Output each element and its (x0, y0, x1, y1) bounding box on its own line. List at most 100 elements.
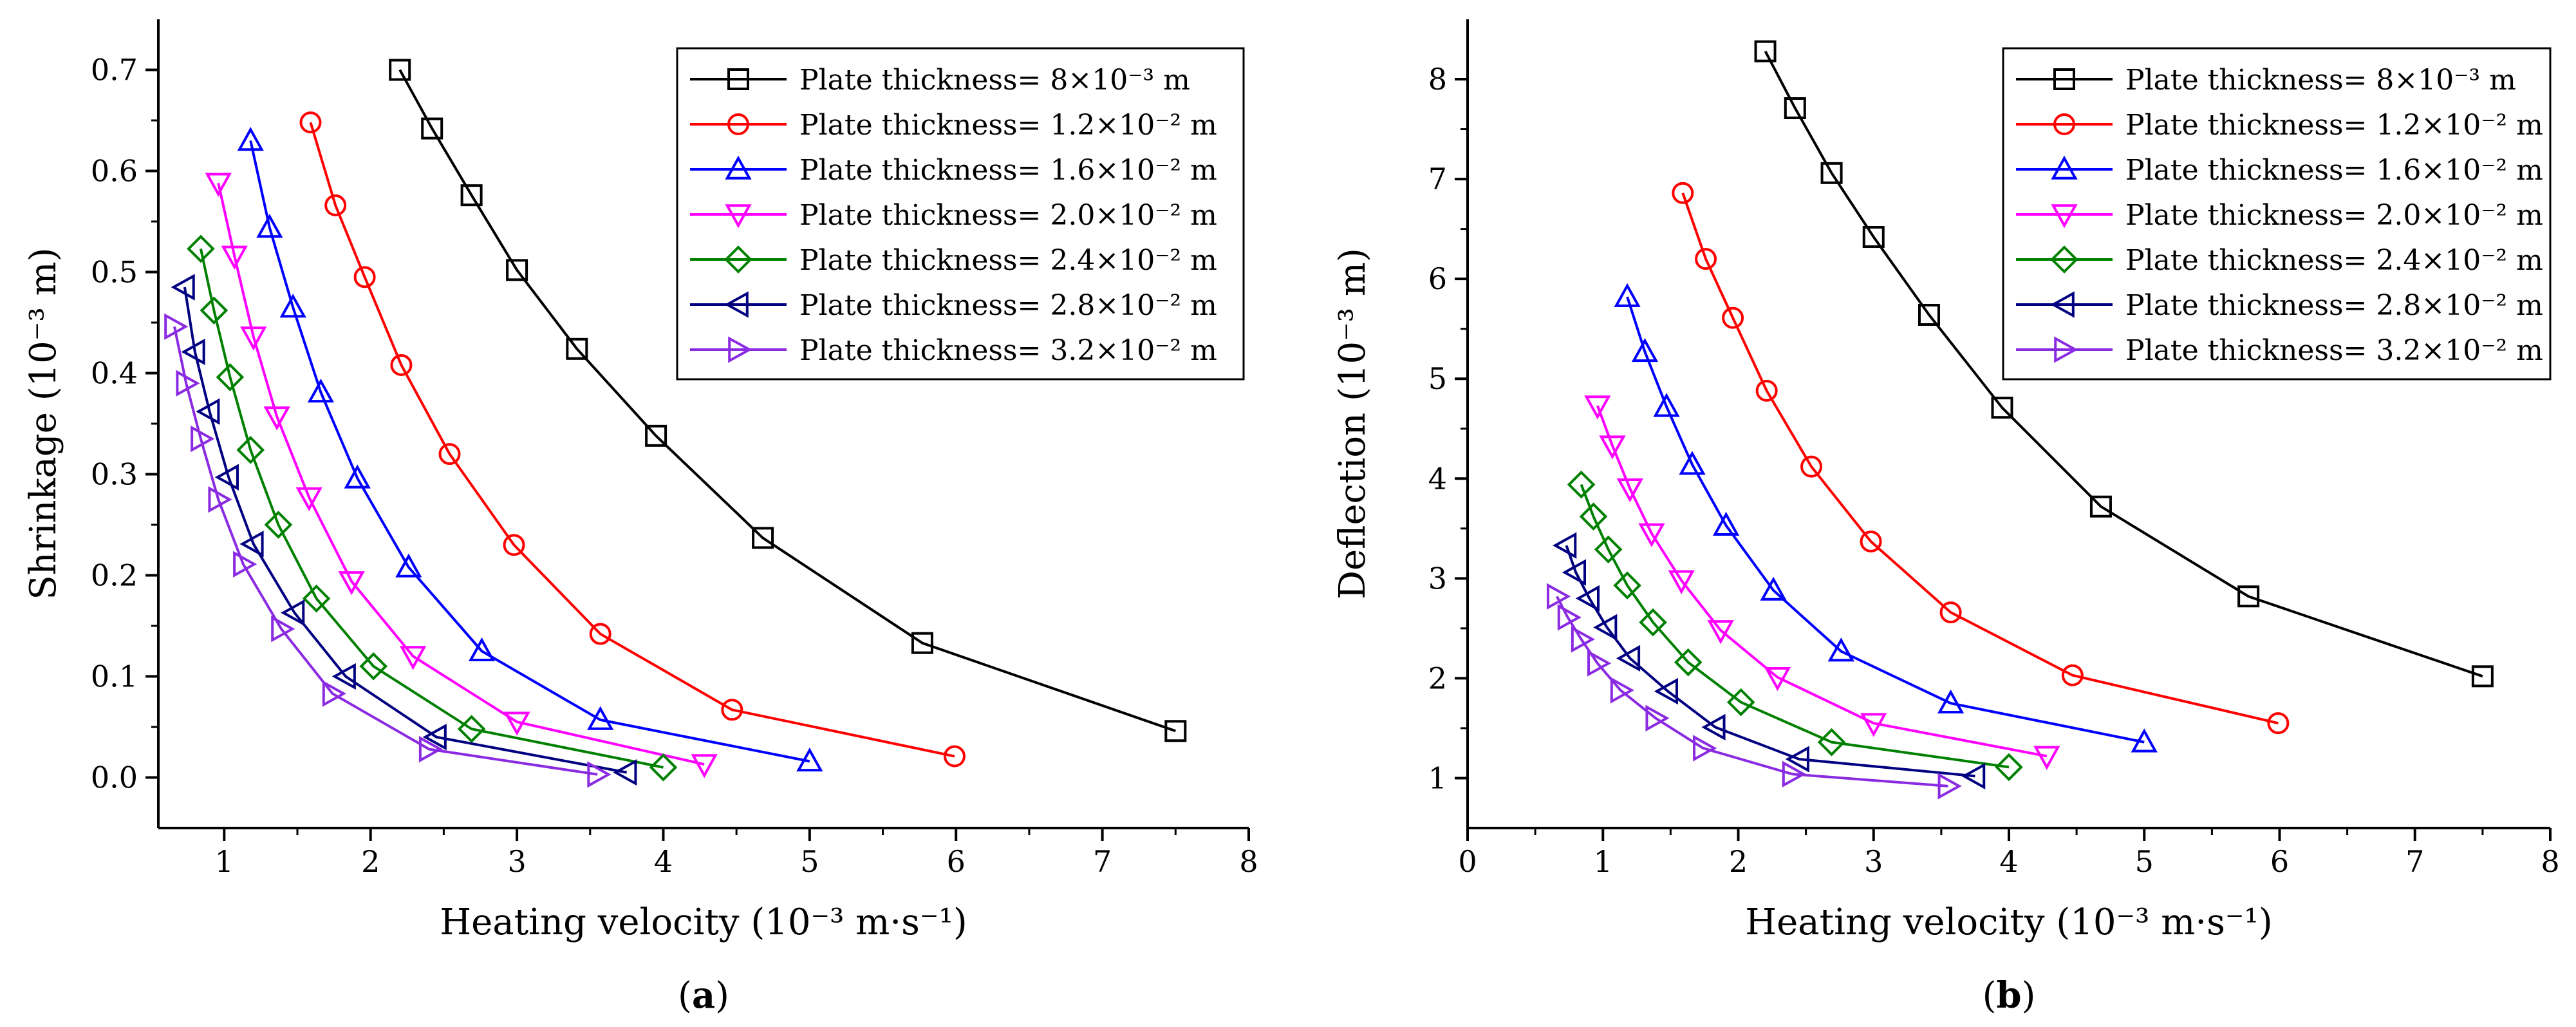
legend-item: Plate thickness= 3.2×10⁻² m (690, 334, 1217, 367)
series-7 (164, 313, 611, 788)
legend-label: Plate thickness= 2.8×10⁻² m (799, 289, 1217, 322)
data-point (236, 436, 265, 464)
data-point (1579, 502, 1608, 531)
data-point (1800, 455, 1823, 478)
data-point (1562, 559, 1586, 586)
legend-item: Plate thickness= 1.2×10⁻² m (690, 109, 1217, 142)
y-tick-label: 0.5 (91, 255, 138, 290)
legend-marker (727, 113, 749, 135)
data-point (2061, 664, 2084, 686)
x-tick-label: 6 (2270, 844, 2289, 879)
y-axis-label: Deflection (10⁻³ m) (1332, 248, 1374, 599)
data-point (208, 486, 232, 513)
data-point (752, 527, 774, 549)
series-line (1596, 405, 2048, 758)
data-point (1701, 713, 1726, 741)
data-point (503, 534, 525, 556)
data-point (399, 646, 427, 670)
series-line (183, 287, 627, 774)
data-point (237, 127, 264, 151)
series-line (309, 122, 955, 758)
data-point (1593, 614, 1618, 641)
data-point (1571, 626, 1595, 653)
panel-a: 1 2 3 4 5 6 7 8 0.0 0.1 0.2 0.3 0.4 0.5 0.6 0.7 Heating … (23, 19, 1258, 1017)
data-point (359, 652, 388, 681)
y-tick-label: 1 (1428, 760, 1447, 795)
y-tick-label: 2 (1428, 661, 1447, 695)
data-point (181, 338, 205, 366)
legend-item: Plate thickness= 2.0×10⁻² m (690, 199, 1217, 232)
x-tick-label: 4 (1999, 844, 2018, 879)
data-point (587, 761, 611, 788)
series-line (1681, 193, 2279, 725)
data-point (1862, 226, 1885, 249)
series-3 (1614, 283, 2158, 753)
data-point (2089, 495, 2112, 518)
data-point (324, 194, 347, 216)
legend-marker (724, 291, 749, 318)
x-tick-label: 2 (1729, 844, 1748, 879)
legend-label: Plate thickness= 2.4×10⁻² m (799, 244, 1217, 277)
data-point (221, 245, 248, 270)
data-point (1827, 637, 1854, 662)
legend-marker (725, 155, 752, 180)
legend-label: Plate thickness= 8×10⁻³ m (2125, 64, 2516, 97)
series-3 (237, 127, 823, 772)
legend-label: Plate thickness= 1.6×10⁻² m (2125, 154, 2543, 187)
y-tick-label: 5 (1428, 361, 1447, 396)
y-tick-label: 0.4 (91, 356, 138, 391)
data-point (200, 296, 229, 325)
legend-marker (2053, 68, 2075, 90)
data-point (264, 511, 293, 539)
series-line (1555, 596, 1948, 787)
data-point (1546, 583, 1571, 610)
data-point (176, 370, 200, 397)
y-tick-label: 3 (1428, 561, 1447, 596)
y-tick-label: 0.6 (91, 154, 138, 189)
data-point (796, 748, 823, 772)
legend-marker (2050, 291, 2075, 318)
data-point (1755, 379, 1778, 402)
legend-label: Plate thickness= 1.2×10⁻² m (799, 109, 1217, 142)
x-tick-label: 6 (947, 844, 966, 879)
legend-item: Plate thickness= 2.8×10⁻² m (690, 289, 1217, 322)
data-point (187, 234, 215, 263)
series-line (199, 248, 664, 769)
data-point (233, 551, 257, 578)
data-point (1616, 478, 1643, 503)
y-axis-label: Shrinkage (10⁻³ m) (23, 247, 64, 599)
data-point (2471, 665, 2494, 688)
data-point (1712, 511, 1740, 536)
y-tick-label: 0.1 (91, 659, 138, 694)
data-point (1784, 97, 1806, 120)
data-point (239, 531, 264, 558)
legend-label: Plate thickness= 3.2×10⁻² m (799, 334, 1217, 367)
data-point (1668, 570, 1695, 594)
panel-label: (a) (678, 974, 729, 1017)
data-point (331, 663, 356, 690)
x-axis-label: Heating velocity (10⁻³ m·s⁻¹) (440, 901, 967, 943)
data-point (279, 294, 306, 318)
data-point (353, 266, 376, 288)
panel-label: (b) (1983, 974, 2036, 1017)
y-tick-label: 0.7 (91, 53, 138, 88)
data-point (649, 753, 678, 782)
data-point (468, 637, 496, 662)
data-point (1672, 182, 1694, 204)
series-6 (171, 274, 637, 786)
data-point (1695, 248, 1717, 270)
data-point (1638, 523, 1665, 547)
data-point (911, 632, 933, 654)
data-point (205, 173, 232, 197)
data-point (1584, 395, 1611, 420)
legend-item: Plate thickness= 1.6×10⁻² m (2016, 154, 2543, 187)
data-point (214, 464, 239, 491)
legend-label: Plate thickness= 3.2×10⁻² m (2125, 334, 2543, 367)
x-tick-label: 1 (1594, 844, 1612, 879)
legend-label: Plate thickness= 1.2×10⁻² m (2125, 109, 2543, 142)
data-point (295, 487, 322, 511)
data-point (943, 745, 966, 768)
series-1 (389, 59, 1187, 742)
